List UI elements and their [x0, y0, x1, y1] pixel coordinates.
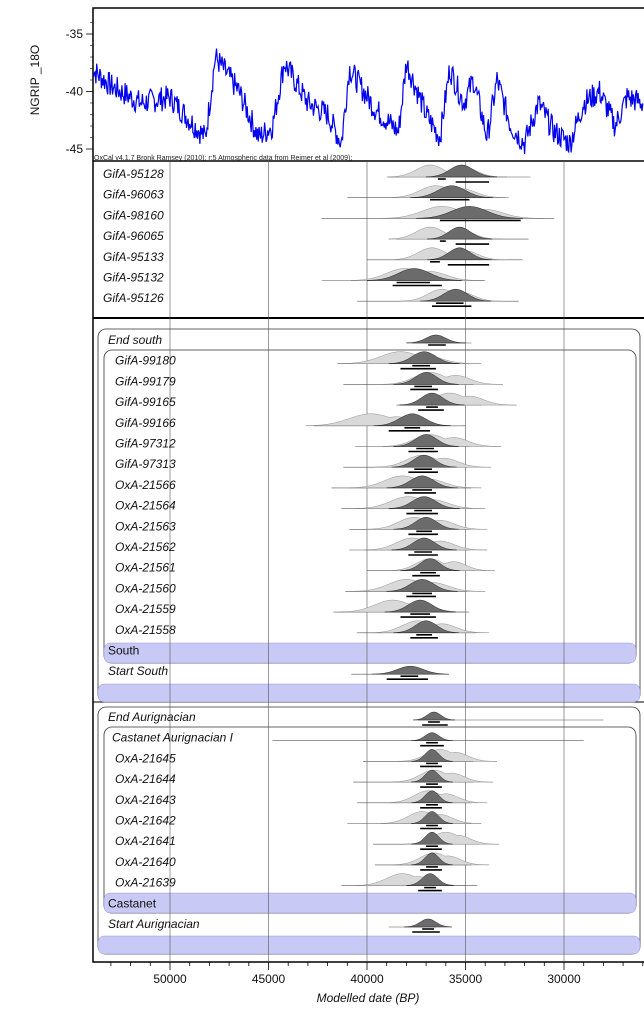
- posterior-distribution: [411, 852, 453, 866]
- posterior-distribution: [393, 517, 459, 530]
- y-tick-label: -45: [66, 142, 84, 156]
- posterior-distribution: [388, 351, 460, 364]
- posterior-distribution: [413, 711, 455, 721]
- item-label: OxA-21562: [115, 540, 176, 554]
- climate-credit: OxCal v4.1.7 Bronk Ramsey (2010); r:5 At…: [94, 155, 352, 162]
- posterior-distribution: [366, 268, 462, 281]
- item-label: GifA-96065: [103, 229, 164, 243]
- item-label: OxA-21563: [115, 519, 176, 533]
- posterior-distribution: [425, 164, 498, 178]
- item-label: OxA-21560: [115, 581, 176, 595]
- posterior-distribution: [400, 558, 460, 571]
- item-label: OxA-21558: [115, 623, 176, 637]
- climate-y-label: NGRIP _18O: [28, 45, 42, 115]
- x-tick-label: 45000: [252, 972, 286, 986]
- item-label: GifA-99180: [115, 354, 176, 368]
- x-tick-label: 35000: [449, 972, 483, 986]
- posterior-distribution: [410, 185, 494, 198]
- posterior-distribution: [391, 537, 457, 551]
- prior-distribution: [392, 852, 490, 866]
- item-label: GifA-98160: [103, 208, 164, 222]
- y-tick-label: -40: [66, 85, 84, 99]
- item-label: GifA-99165: [115, 395, 176, 409]
- item-label: GifA-97312: [115, 437, 176, 451]
- item-label: OxA-21645: [115, 751, 176, 765]
- posterior-distribution: [416, 206, 523, 219]
- item-label: OxA-21641: [115, 834, 176, 848]
- item-label: GifA-95128: [103, 167, 164, 181]
- sequence-aurignacian-band: [97, 935, 641, 955]
- phase-castanet-band: [103, 892, 637, 914]
- item-label: Start South: [108, 664, 168, 678]
- posterior-distribution: [406, 873, 454, 886]
- posterior-distribution: [384, 599, 456, 613]
- phase-label: South: [108, 644, 139, 658]
- item-label: OxA-21640: [115, 855, 176, 869]
- posterior-distribution: [411, 769, 453, 783]
- item-label: GifA-97313: [115, 457, 176, 471]
- posterior-distribution: [393, 372, 459, 385]
- posterior-distribution: [399, 392, 465, 406]
- item-label: OxA-21639: [115, 876, 176, 890]
- posterior-distribution: [411, 831, 453, 845]
- posterior-distribution: [386, 579, 458, 592]
- item-label: OxA-21559: [115, 602, 176, 616]
- prior-distribution: [305, 413, 462, 426]
- posterior-distribution: [426, 247, 493, 261]
- item-label: GifA-95126: [103, 291, 164, 305]
- posterior-distribution: [411, 732, 453, 741]
- posterior-distribution: [411, 790, 453, 804]
- x-axis-title: Modelled date (BP): [317, 991, 420, 1005]
- phase-south-frame: [103, 349, 637, 664]
- posterior-distribution: [404, 918, 452, 928]
- item-label: OxA-21643: [115, 793, 176, 807]
- prior-distribution: [398, 749, 497, 762]
- item-label: OxA-21561: [115, 561, 176, 575]
- item-label: End Aurignacian: [108, 710, 196, 724]
- prior-distribution: [355, 873, 466, 886]
- x-tick-label: 40000: [350, 972, 384, 986]
- posterior-distribution: [371, 665, 450, 675]
- item-label: End south: [108, 333, 162, 347]
- posterior-distribution: [426, 226, 493, 240]
- item-label: GifA-96063: [103, 188, 164, 202]
- item-label: OxA-21642: [115, 814, 176, 828]
- item-label: GifA-99179: [115, 374, 176, 388]
- item-label: OxA-21644: [115, 772, 176, 786]
- posterior-distribution: [391, 454, 457, 468]
- plot-area: 50000 45000 40000 35000 30000 -35 -40 -45 GifA-9…: [66, 7, 644, 986]
- posterior-distribution: [406, 334, 466, 344]
- item-label: GifA-99166: [115, 416, 176, 430]
- posterior-distribution: [419, 288, 492, 302]
- item-label: OxA-21564: [115, 499, 176, 513]
- item-label: GifA-95132: [103, 271, 164, 285]
- posterior-distribution: [411, 749, 453, 762]
- phase-label: Castanet: [108, 896, 157, 910]
- posterior-distribution: [411, 811, 453, 824]
- sequence-south-band: [97, 683, 641, 703]
- item-label: GifA-95133: [103, 250, 164, 264]
- x-tick-label: 30000: [547, 972, 581, 986]
- posterior-distribution: [388, 496, 460, 509]
- posterior-distribution: [393, 620, 459, 634]
- posterior-distribution: [393, 434, 459, 447]
- posterior-distribution: [386, 475, 458, 489]
- y-tick-label: -35: [66, 27, 84, 41]
- item-label: OxA-21566: [115, 478, 176, 492]
- x-tick-label: 50000: [153, 972, 187, 986]
- plot-frame: [92, 7, 644, 963]
- phase-south-band: [103, 642, 637, 664]
- climate-curve: [93, 48, 644, 154]
- prior-distribution: [392, 769, 494, 783]
- item-label: Start Aurignacian: [108, 917, 200, 931]
- item-label: Castanet Aurignacian I: [112, 731, 234, 745]
- posterior-distribution: [373, 413, 451, 427]
